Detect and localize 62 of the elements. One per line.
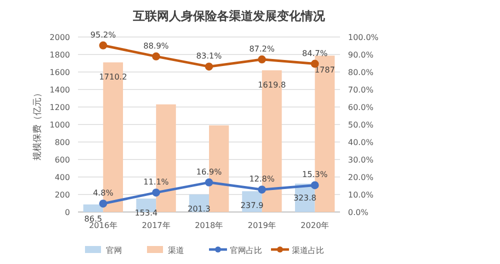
legend-label: 官网	[106, 246, 122, 255]
point	[205, 62, 213, 71]
y2-tick-label: 0.0%	[348, 208, 369, 217]
chart-title: 互联网人身保险各渠道发展变化情况	[132, 9, 326, 23]
x-tick-label: 2018年	[194, 221, 224, 230]
y2-tick-label: 50.0%	[348, 120, 374, 130]
data-label: 16.9%	[196, 167, 222, 176]
point	[205, 178, 213, 186]
data-label: 12.8%	[249, 174, 276, 184]
data-label: 153.4	[134, 208, 158, 218]
y-tick-label: 400	[54, 173, 70, 182]
y2-tick-label: 20.0%	[348, 173, 374, 182]
data-label: 86.5	[84, 214, 102, 224]
data-label: 15.3%	[302, 170, 328, 180]
point	[99, 41, 108, 50]
y-tick-label: 1600	[50, 68, 70, 77]
point	[310, 60, 319, 68]
data-label: 84.7%	[302, 48, 328, 58]
point	[310, 181, 319, 190]
y2-tick-label: 60.0%	[348, 103, 374, 112]
x-tick-label: 2017年	[142, 221, 170, 230]
x-tick-label: 2020年	[300, 221, 330, 230]
y2-tick-label: 100.0%	[348, 33, 379, 42]
y-tick-label: 0	[64, 208, 70, 217]
data-label: 95.2%	[90, 30, 116, 40]
data-label: 237.9	[240, 201, 264, 210]
y-axis-title: 规模保费（亿元）	[32, 88, 43, 160]
y2-tick-label: 10.0%	[348, 190, 374, 200]
point	[258, 55, 266, 64]
bar	[83, 204, 104, 212]
y-tick-label: 200	[54, 190, 70, 200]
y-tick-label: 1000	[50, 120, 70, 130]
y2-tick-label: 70.0%	[348, 86, 374, 94]
y2-tick-label: 90.0%	[348, 50, 374, 60]
y2-tick-label: 30.0%	[348, 156, 374, 164]
data-label: 1787	[314, 66, 335, 75]
data-label: 1619.8	[258, 80, 286, 90]
legend-label: 渠道	[168, 246, 184, 255]
legend-label: 渠道占比	[292, 246, 324, 255]
y-tick-label: 800	[54, 138, 70, 147]
legend-label: 官网占比	[230, 246, 262, 255]
y2-tick-label: 40.0%	[348, 138, 374, 147]
point	[152, 52, 160, 60]
y-tick-label: 1800	[50, 50, 70, 60]
data-label: 201.3	[188, 204, 211, 214]
point	[99, 200, 108, 208]
data-label: 1710.2	[99, 72, 128, 82]
data-label: 323.8	[293, 194, 316, 203]
point	[152, 188, 160, 197]
x-tick-label: 2019年	[248, 221, 276, 230]
data-label: 11.1%	[143, 178, 170, 187]
y-tick-label: 1200	[50, 103, 70, 112]
data-label: 87.2%	[249, 44, 276, 54]
y-tick-label: 600	[54, 156, 70, 164]
y2-tick-label: 80.0%	[348, 68, 374, 77]
data-label: 83.1%	[196, 52, 222, 61]
y-tick-label: 1400	[50, 86, 70, 94]
x-tick-label: 2016年	[88, 221, 118, 230]
data-label: 88.9%	[143, 41, 170, 50]
y-tick-label: 2000	[50, 33, 70, 42]
data-label: 4.8%	[92, 188, 114, 198]
point	[258, 186, 266, 194]
